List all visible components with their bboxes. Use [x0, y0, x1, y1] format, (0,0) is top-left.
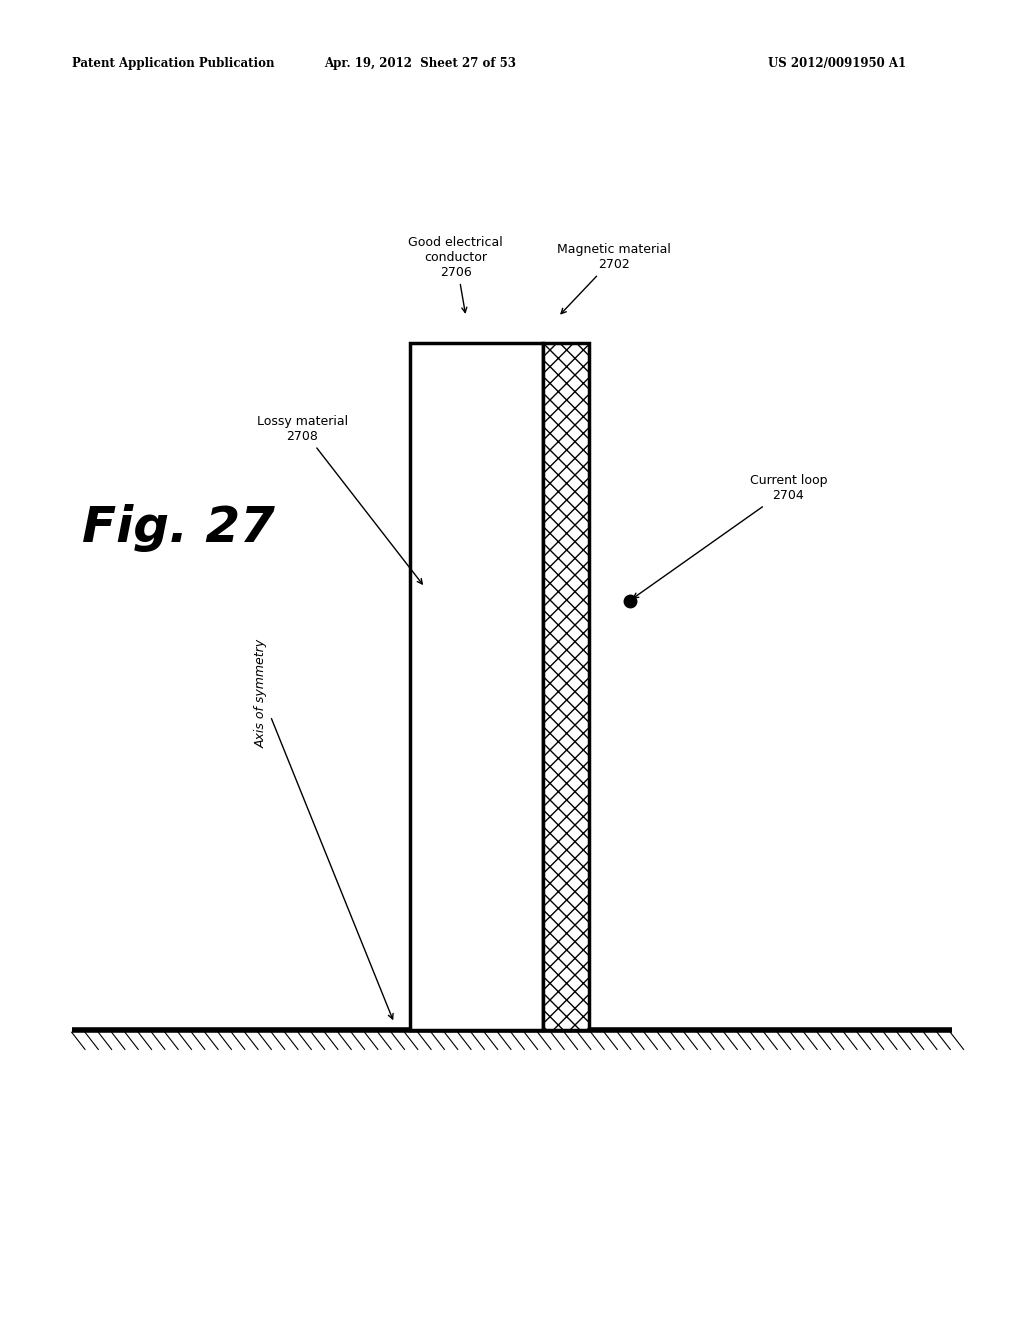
- Text: Patent Application Publication: Patent Application Publication: [72, 57, 274, 70]
- Text: Magnetic material
2702: Magnetic material 2702: [557, 243, 672, 314]
- Bar: [410, 343, 543, 1030]
- Bar: [543, 343, 589, 1030]
- Text: US 2012/0091950 A1: US 2012/0091950 A1: [768, 57, 906, 70]
- Text: Good electrical
conductor
2706: Good electrical conductor 2706: [409, 236, 503, 313]
- Text: Fig. 27: Fig. 27: [82, 504, 274, 552]
- Text: Lossy material
2708: Lossy material 2708: [257, 414, 422, 583]
- Text: Current loop
2704: Current loop 2704: [633, 474, 827, 598]
- Text: Apr. 19, 2012  Sheet 27 of 53: Apr. 19, 2012 Sheet 27 of 53: [324, 57, 516, 70]
- Text: Axis of symmetry: Axis of symmetry: [255, 639, 393, 1019]
